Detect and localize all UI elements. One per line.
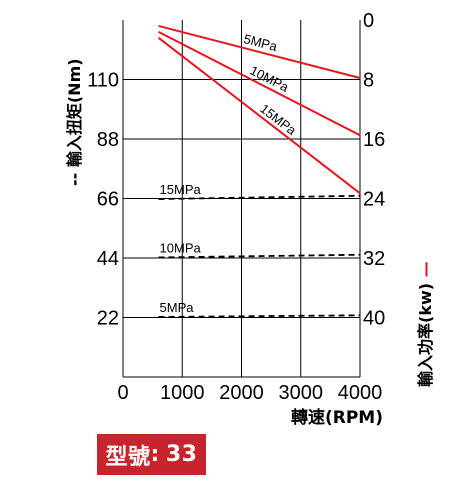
right-tick-label: 16 [363,129,385,151]
series-label: 10MPa [248,63,292,96]
x-axis-label: 轉速(RPM) [291,407,383,428]
left-tick-label: 44 [97,248,119,270]
x-tick-label: 1000 [160,382,205,404]
right-axis-title: 輸入功率(kw) — [412,261,436,387]
right-axis-label: 輸入功率(kw) [416,282,435,387]
series-label: 5MPa [242,31,279,54]
model-value: 33 [165,442,198,467]
right-tick-label: 40 [363,308,385,330]
left-axis-marker: -- [65,172,84,186]
series-line-15mpa-right [157,37,361,195]
x-tick-label: 0 [117,382,128,404]
model-badge: 型號 : 33 [97,434,206,475]
chart-ticks: 0 1000 2000 3000 4000 110 88 66 44 22 0 8 16 24 32 40 [87,10,385,404]
left-tick-label: 88 [97,129,119,151]
left-axis-label: 輸入扭矩(Nm) [65,58,84,168]
series-label: 10MPa [160,240,202,255]
series-line-15mpa-left [158,194,361,200]
right-axis-marker: — [416,261,435,278]
right-tick-label: 0 [363,10,374,32]
model-separator: : [150,442,160,467]
left-tick-label: 110 [87,70,119,92]
series-label: 15MPa [160,182,202,197]
left-tick-label: 66 [97,189,119,211]
series-line-5mpa-right [158,24,361,79]
right-tick-label: 24 [363,189,385,211]
right-tick-label: 32 [363,248,385,270]
x-tick-label: 4000 [338,382,383,404]
right-tick-label: 8 [363,70,374,92]
chart-series [157,24,361,318]
series-line-5mpa-left [158,314,361,318]
series-line-10mpa-left [158,253,361,259]
x-tick-label: 2000 [219,382,264,404]
model-label: 型號 [105,444,151,470]
x-tick-label: 3000 [279,382,324,404]
left-tick-label: 22 [97,308,119,330]
series-label: 5MPa [160,300,195,315]
series-line-10mpa-right [158,31,361,137]
left-axis-title: -- 輸入扭矩(Nm) [61,58,85,186]
